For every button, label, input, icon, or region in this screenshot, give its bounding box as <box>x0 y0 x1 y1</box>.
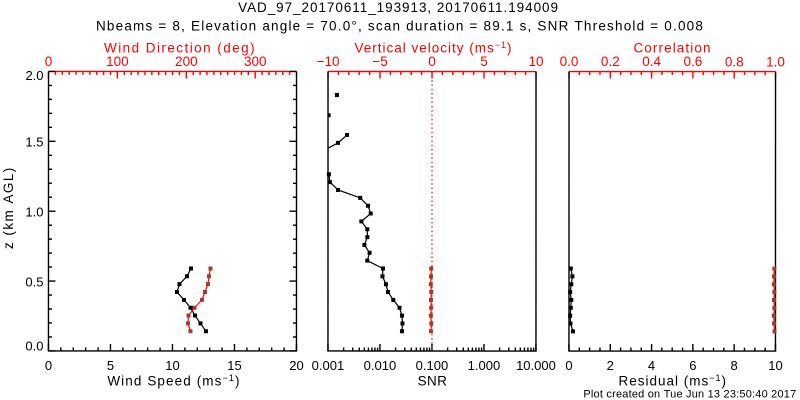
svg-text:300: 300 <box>244 54 267 69</box>
svg-text:0.010: 0.010 <box>364 358 397 373</box>
svg-text:0.2: 0.2 <box>601 54 620 69</box>
svg-text:10: 10 <box>165 358 179 373</box>
svg-text:Residual (ms−1): Residual (ms−1) <box>618 373 727 389</box>
svg-text:100: 100 <box>106 54 129 69</box>
svg-text:15: 15 <box>227 358 241 373</box>
svg-text:Correlation: Correlation <box>633 41 711 56</box>
svg-text:Wind Speed (ms−1): Wind Speed (ms−1) <box>107 373 240 389</box>
svg-text:1.0: 1.0 <box>766 54 785 69</box>
svg-text:0.0: 0.0 <box>560 54 579 69</box>
svg-text:0: 0 <box>428 54 436 69</box>
svg-text:Wind Direction (deg): Wind Direction (deg) <box>104 41 256 56</box>
svg-text:z (km AGL): z (km AGL) <box>1 166 16 249</box>
svg-text:4: 4 <box>648 358 655 373</box>
svg-text:10: 10 <box>529 54 544 69</box>
svg-text:2: 2 <box>607 358 614 373</box>
svg-text:5: 5 <box>480 54 488 69</box>
svg-text:0.100: 0.100 <box>416 358 449 373</box>
svg-text:0.5: 0.5 <box>25 274 43 289</box>
svg-text:Plot created on Tue Jun 13 23:: Plot created on Tue Jun 13 23:50:40 2017 <box>583 388 796 400</box>
svg-text:0.0: 0.0 <box>25 339 43 354</box>
svg-text:0: 0 <box>45 54 53 69</box>
svg-text:SNR: SNR <box>418 374 448 389</box>
svg-text:10.000: 10.000 <box>516 358 556 373</box>
svg-text:0.4: 0.4 <box>642 54 661 69</box>
svg-text:Vertical velocity (ms−1): Vertical velocity (ms−1) <box>355 40 513 56</box>
svg-text:Nbeams = 8, Elevation angle =: Nbeams = 8, Elevation angle = 70.0°, sca… <box>96 18 704 33</box>
svg-text:1.0: 1.0 <box>25 205 43 220</box>
svg-text:VAD_97_20170611_193913, 201706: VAD_97_20170611_193913, 20170611.194009 <box>238 0 559 15</box>
svg-text:0.001: 0.001 <box>312 358 345 373</box>
svg-text:6: 6 <box>689 358 696 373</box>
svg-text:10: 10 <box>768 358 782 373</box>
svg-text:1.5: 1.5 <box>25 135 43 150</box>
svg-text:−10: −10 <box>317 54 340 69</box>
svg-text:200: 200 <box>175 54 198 69</box>
svg-text:0: 0 <box>565 358 572 373</box>
svg-text:8: 8 <box>731 358 738 373</box>
svg-text:5: 5 <box>107 358 114 373</box>
svg-text:−5: −5 <box>372 54 387 69</box>
svg-text:1.000: 1.000 <box>468 358 501 373</box>
svg-text:2.0: 2.0 <box>25 68 43 83</box>
svg-text:0.6: 0.6 <box>684 54 703 69</box>
svg-text:0: 0 <box>45 358 52 373</box>
svg-text:20: 20 <box>289 358 303 373</box>
svg-text:0.8: 0.8 <box>725 54 744 69</box>
